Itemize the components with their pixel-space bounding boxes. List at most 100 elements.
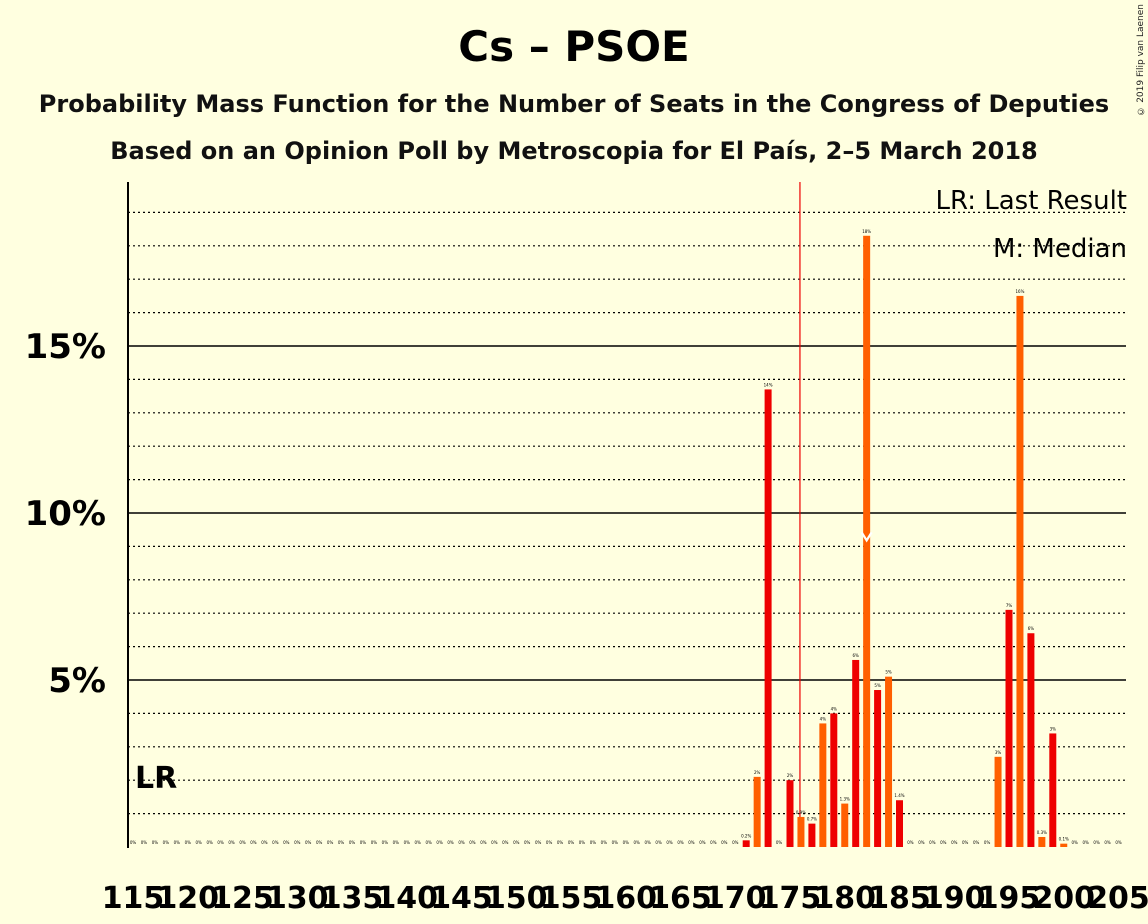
x-tick-label: 195 (978, 881, 1041, 916)
bar-data-label: 0% (513, 840, 520, 845)
bar (819, 723, 827, 847)
bar-data-label: 14% (764, 382, 773, 387)
bar-data-label: 0% (732, 840, 739, 845)
bar-data-label: 0% (546, 840, 553, 845)
bar-data-label: 0% (404, 840, 411, 845)
bar-data-label: 16% (1016, 289, 1025, 294)
bar-data-label: 0% (491, 840, 498, 845)
legend-last-result: LR: Last Result (935, 186, 1127, 216)
bar-data-label: 18% (862, 229, 871, 234)
bar (994, 756, 1002, 847)
bar-data-label: 0% (174, 840, 181, 845)
x-tick-label: 120 (156, 881, 219, 916)
bar (841, 803, 849, 847)
bar-data-label: 0% (272, 840, 279, 845)
bar-data-label: 0% (152, 840, 159, 845)
bar (1049, 733, 1057, 847)
median-marker (860, 531, 873, 543)
chart-title: Cs – PSOE (458, 22, 690, 71)
bar-data-label: 0% (623, 840, 630, 845)
bar-data-label: 5% (874, 683, 881, 688)
bar-data-label: 0% (217, 840, 224, 845)
bar (786, 780, 794, 847)
bar-data-label: 0% (951, 840, 958, 845)
chart-subtitle-1: Probability Mass Function for the Number… (38, 90, 1110, 118)
bar-data-label: 0% (557, 840, 564, 845)
bar-data-label: 0% (228, 840, 235, 845)
bar (1005, 609, 1013, 847)
bar (808, 823, 816, 847)
bar (1027, 633, 1035, 847)
bar-data-label: 3% (995, 750, 1002, 755)
bar-data-label: 4% (831, 706, 838, 711)
bar-data-label: 0% (984, 840, 991, 845)
bar-data-label: 4% (820, 716, 827, 721)
bar (742, 840, 750, 847)
bar-data-label: 0% (1115, 840, 1122, 845)
bar-data-label: 0.1% (1059, 837, 1069, 842)
x-tick-label: 155 (540, 881, 603, 916)
x-tick-label: 205 (1087, 881, 1148, 916)
bar-data-label: 0% (305, 840, 312, 845)
bar-data-label: 6% (1028, 626, 1035, 631)
bar-data-label: 0% (940, 840, 947, 845)
x-tick-label: 165 (649, 881, 712, 916)
bar-data-label: 0% (436, 840, 443, 845)
bar (1016, 295, 1024, 847)
bar-data-label: 0% (480, 840, 487, 845)
x-tick-label: 130 (266, 881, 329, 916)
x-tick-label: 140 (375, 881, 438, 916)
bar-data-label: 0% (316, 840, 323, 845)
bar (830, 713, 838, 847)
x-tick-label: 170 (704, 881, 767, 916)
bar-data-label: 0% (469, 840, 476, 845)
bar-data-label: 0% (666, 840, 673, 845)
bar (797, 816, 805, 847)
bar-data-label: 0% (710, 840, 717, 845)
bar-data-label: 0% (458, 840, 465, 845)
y-tick-label: 10% (25, 494, 106, 534)
bar-data-label: 0% (349, 840, 356, 845)
x-tick-label: 145 (430, 881, 493, 916)
bar (885, 676, 893, 847)
bar-data-label: 0% (196, 840, 203, 845)
bar-data-label: 0.2% (741, 833, 751, 838)
bar-data-label: 0.3% (1037, 830, 1047, 835)
x-tick-label: 175 (759, 881, 822, 916)
bar-data-label: 0.9% (796, 810, 806, 815)
bar-data-label: 0% (776, 840, 783, 845)
x-tick-label: 125 (211, 881, 274, 916)
bar (896, 800, 903, 847)
bar-data-label: 0% (294, 840, 301, 845)
bar-data-label: 0% (239, 840, 246, 845)
bar-data-label: 0% (929, 840, 936, 845)
bar-data-label: 0% (250, 840, 257, 845)
bar-data-label: 0% (1093, 840, 1100, 845)
bar-data-label: 0% (360, 840, 367, 845)
bar-data-label: 0% (1104, 840, 1111, 845)
bar-data-label: 0% (130, 840, 137, 845)
bar-data-label: 0% (1072, 840, 1079, 845)
bar-data-label: 5% (885, 670, 892, 675)
bar (852, 659, 860, 847)
bar-data-label: 2% (754, 770, 761, 775)
y-tick-label: 15% (25, 327, 106, 367)
bar-data-label: 2% (787, 773, 794, 778)
bar-data-label: 0% (601, 840, 608, 845)
bar-data-label: 0.7% (807, 817, 817, 822)
bar-data-label: 0% (590, 840, 597, 845)
bar-data-label: 0% (415, 840, 422, 845)
bar-data-label: 0% (338, 840, 345, 845)
last-result-label: LR (135, 761, 177, 796)
bar-data-label: 3% (1050, 726, 1057, 731)
bar-data-label: 0% (918, 840, 925, 845)
bar-data-label: 0% (141, 840, 148, 845)
x-tick-label: 190 (923, 881, 986, 916)
bar-data-label: 0% (655, 840, 662, 845)
bar-data-label: 0% (327, 840, 334, 845)
bar-data-label: 0% (907, 840, 914, 845)
bar (753, 776, 761, 847)
x-tick-label: 160 (594, 881, 657, 916)
bar-data-label: 0% (425, 840, 432, 845)
